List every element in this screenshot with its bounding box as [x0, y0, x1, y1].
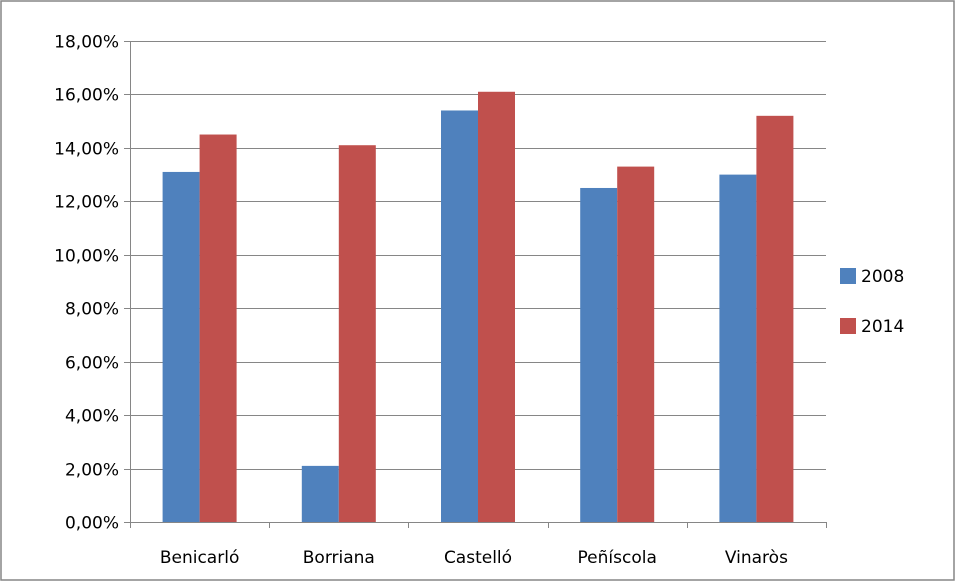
y-tick-label: 12,00%: [54, 193, 119, 213]
y-tick-label: 14,00%: [54, 140, 119, 160]
bar-2008: [162, 171, 200, 522]
y-tick-labels: 0,00% 2,00% 4,00% 6,00% 8,00% 10,00% 12,00% 14,…: [54, 33, 119, 534]
y-tick-label: 10,00%: [54, 247, 119, 267]
bar-2008: [441, 110, 478, 522]
legend-swatch-2008: [840, 268, 856, 284]
bar-2008: [301, 465, 339, 522]
x-tick-labels: Benicarló Borriana Castelló Peñíscola Vinarò…: [160, 548, 788, 568]
legend-swatch-2014: [840, 318, 856, 334]
bar-2014: [338, 145, 376, 522]
x-tick-label: Castelló: [444, 548, 512, 568]
x-tick-label: Peñíscola: [578, 548, 657, 568]
y-tick-label: 0,00%: [65, 514, 119, 534]
y-tick-label: 6,00%: [65, 354, 119, 374]
y-tick-label: 16,00%: [54, 86, 119, 106]
bar-2014: [756, 115, 794, 523]
legend: 2008 2014: [840, 267, 904, 337]
legend-label: 2008: [861, 267, 904, 287]
y-tick-label: 8,00%: [65, 300, 119, 320]
bars: [162, 91, 794, 523]
x-tick-label: Vinaròs: [725, 548, 788, 568]
x-tick-label: Borriana: [303, 548, 375, 568]
y-tick-label: 4,00%: [65, 407, 119, 427]
y-tick-label: 18,00%: [54, 33, 119, 53]
bar-2014: [478, 91, 515, 523]
axes: [124, 41, 827, 528]
bar-2014: [199, 134, 237, 522]
y-tick-label: 2,00%: [65, 461, 119, 481]
bar-2008: [580, 187, 618, 522]
bar-2008: [719, 174, 757, 522]
legend-label: 2014: [861, 317, 904, 337]
bar-2014: [617, 166, 655, 522]
x-tick-label: Benicarló: [160, 548, 240, 568]
